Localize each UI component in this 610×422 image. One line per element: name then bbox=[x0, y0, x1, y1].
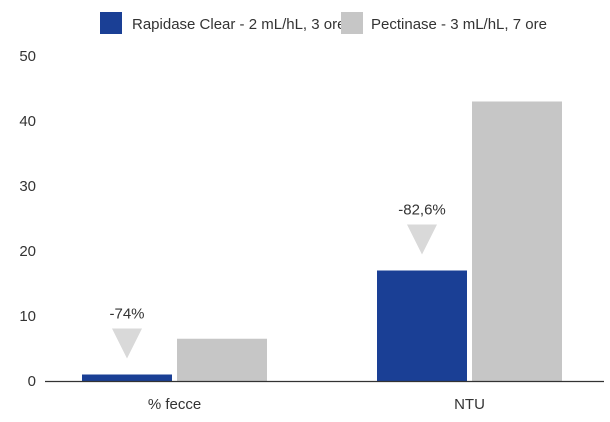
legend: Rapidase Clear - 2 mL/hL, 3 ore Pectinas… bbox=[100, 12, 547, 34]
annotations: -74% -82,6% bbox=[109, 202, 446, 359]
bar-pectinase-1 bbox=[472, 101, 562, 381]
legend-label-pectinase: Pectinase - 3 mL/hL, 7 ore bbox=[371, 16, 547, 33]
legend-item-pectinase: Pectinase - 3 mL/hL, 7 ore bbox=[341, 12, 547, 34]
y-tick-label: 40 bbox=[19, 113, 36, 130]
bar-rapidase-1 bbox=[377, 270, 467, 381]
reduction-annotation-label: -82,6% bbox=[398, 202, 446, 219]
legend-swatch-pectinase bbox=[341, 12, 363, 34]
legend-label-rapidase: Rapidase Clear - 2 mL/hL, 3 ore bbox=[132, 16, 345, 33]
y-tick-label: 0 bbox=[28, 373, 36, 390]
down-triangle-icon bbox=[407, 224, 437, 255]
down-triangle-icon bbox=[112, 328, 142, 359]
y-tick-label: 20 bbox=[19, 243, 36, 260]
x-category-label: NTU bbox=[454, 396, 485, 413]
y-tick-label: 50 bbox=[19, 48, 36, 65]
legend-swatch-rapidase bbox=[100, 12, 122, 34]
reduction-annotation-label: -74% bbox=[109, 306, 144, 323]
y-tick-label: 30 bbox=[19, 178, 36, 195]
x-category-label: % fecce bbox=[148, 396, 201, 413]
bar-rapidase-0 bbox=[82, 374, 172, 381]
y-tick-label: 10 bbox=[19, 308, 36, 325]
bar-pectinase-0 bbox=[177, 338, 267, 381]
legend-item-rapidase: Rapidase Clear - 2 mL/hL, 3 ore bbox=[100, 12, 345, 34]
bars bbox=[82, 101, 562, 381]
y-axis-ticks: 0 10 20 30 40 50 bbox=[19, 48, 36, 390]
x-axis-labels: % fecce NTU bbox=[148, 396, 485, 413]
